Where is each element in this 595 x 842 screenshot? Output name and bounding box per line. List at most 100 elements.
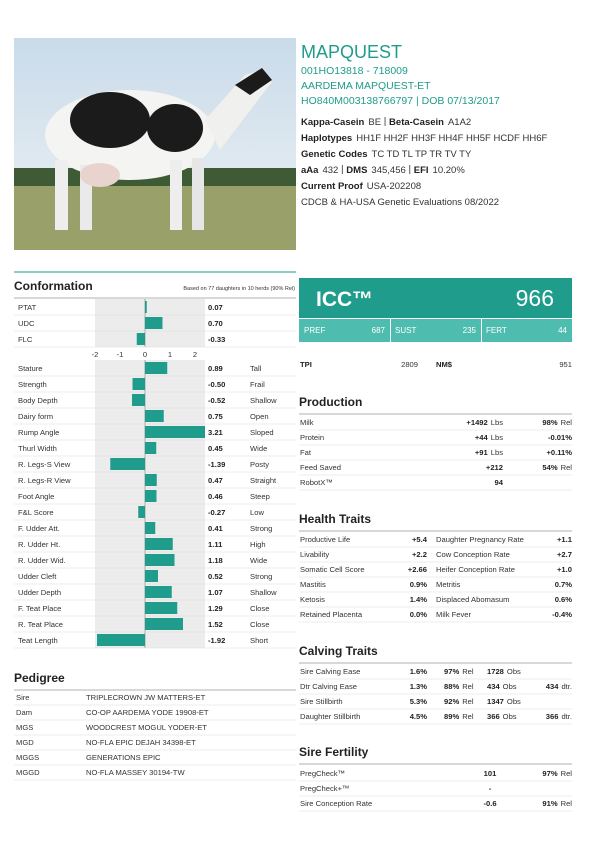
detail-label: Haplotypes bbox=[301, 133, 352, 144]
bar bbox=[145, 522, 156, 534]
trait-value: 101 bbox=[484, 769, 497, 778]
trait-name: R. Udder Ht. bbox=[18, 540, 60, 549]
bar bbox=[145, 426, 205, 438]
subindex-value: 235 bbox=[463, 326, 477, 335]
trait-name: Fat bbox=[300, 448, 312, 457]
trait-value: +212 bbox=[486, 463, 503, 472]
detail-label: aAa bbox=[301, 165, 319, 176]
trait-value: 0.75 bbox=[208, 412, 224, 421]
production-value: +1492 Lbs bbox=[466, 418, 503, 427]
trait-name: Rump Angle bbox=[18, 428, 59, 437]
bar bbox=[145, 317, 163, 329]
subindex-value: 44 bbox=[558, 326, 567, 335]
daughters: 366 dtr. bbox=[546, 712, 572, 721]
x-tick-label: 1 bbox=[168, 350, 172, 359]
unit: Obs bbox=[507, 667, 521, 676]
trait-description: Sloped bbox=[250, 428, 274, 437]
trait-description: Tall bbox=[250, 364, 262, 373]
detail-value: 345,456 bbox=[371, 165, 405, 176]
detail-label: Current Proof bbox=[301, 181, 364, 192]
trait-value: -0.52 bbox=[208, 396, 225, 405]
section-title: Sire Fertility bbox=[299, 745, 369, 759]
trait-value: 1.52 bbox=[208, 620, 223, 629]
trait-name: Foot Angle bbox=[18, 492, 54, 501]
trait-name: Displaced Abomasum bbox=[436, 595, 509, 604]
trait-description: Strong bbox=[250, 524, 272, 533]
subindex-cell bbox=[299, 319, 390, 342]
bar bbox=[145, 490, 157, 502]
trait-name: F. Teat Place bbox=[18, 604, 61, 613]
extra-value: 54% bbox=[542, 463, 557, 472]
trait-value: 0.07 bbox=[208, 303, 223, 312]
trait-value: 1.3% bbox=[410, 682, 428, 691]
rel-value: 91% bbox=[542, 799, 557, 808]
subindex-label: PREF bbox=[304, 326, 325, 335]
trait-value: -1.39 bbox=[208, 460, 225, 469]
section-title: Pedigree bbox=[14, 671, 65, 685]
trait-name: Stature bbox=[18, 364, 42, 373]
trait-name: Sire Calving Ease bbox=[300, 667, 360, 676]
reliability: 97% Rel bbox=[542, 769, 572, 778]
trait-name: Somatic Cell Score bbox=[300, 565, 365, 574]
bar bbox=[145, 586, 172, 598]
bar bbox=[145, 442, 157, 454]
subindex-cell bbox=[482, 319, 572, 342]
rel-value: 89% bbox=[444, 712, 459, 721]
trait-value: 1.07 bbox=[208, 588, 223, 597]
trait-name: Daughter Stillbirth bbox=[300, 712, 360, 721]
x-tick-label: 0 bbox=[143, 350, 147, 359]
trait-value: -0.6 bbox=[483, 799, 496, 808]
evaluation-note: CDCB & HA-USA Genetic Evaluations 08/202… bbox=[301, 197, 499, 208]
trait-value: +44 bbox=[475, 433, 489, 442]
trait-description: Open bbox=[250, 412, 269, 421]
trait-value: 1.18 bbox=[208, 556, 223, 565]
trait-name: F. Udder Att. bbox=[18, 524, 60, 533]
trait-value: 94 bbox=[495, 478, 504, 487]
reliability: 89% Rel bbox=[444, 712, 474, 721]
trait-name: RobotX™ bbox=[300, 478, 333, 487]
trait-name: Protein bbox=[300, 433, 324, 442]
bar bbox=[145, 474, 157, 486]
production-extra: -0.01% bbox=[548, 433, 572, 442]
trait-name: R. Udder Wid. bbox=[18, 556, 66, 565]
reliability: 97% Rel bbox=[444, 667, 474, 676]
detail-value: 10.20% bbox=[433, 165, 466, 176]
trait-value: - bbox=[489, 784, 492, 793]
observations: 1728 Obs bbox=[487, 667, 521, 676]
trait-name: PTAT bbox=[18, 303, 37, 312]
detail-value: USA-202208 bbox=[367, 181, 421, 192]
subindex-label: FERT bbox=[486, 326, 507, 335]
trait-name: Productive Life bbox=[300, 535, 350, 544]
trait-value: +91 bbox=[475, 448, 489, 457]
detail-value: A1A2 bbox=[448, 117, 471, 128]
relation: MGGS bbox=[16, 753, 39, 762]
unit: dtr. bbox=[561, 682, 572, 691]
relation: Dam bbox=[16, 708, 32, 717]
trait-description: Close bbox=[250, 620, 269, 629]
trait-value: -0.50 bbox=[208, 380, 225, 389]
section-title: Conformation bbox=[14, 279, 93, 293]
bar bbox=[110, 458, 145, 470]
production-value: +212 bbox=[486, 463, 503, 472]
bar bbox=[138, 506, 145, 518]
trait-name: Dtr Calving Ease bbox=[300, 682, 357, 691]
subindex-value: 687 bbox=[372, 326, 386, 335]
trait-value: +1.1 bbox=[557, 535, 573, 544]
ancestor-name: WOODCREST MOGUL YODER-ET bbox=[86, 723, 207, 732]
obs-value: 1347 bbox=[487, 697, 504, 706]
section-title: Health Traits bbox=[299, 512, 371, 526]
index-value: 951 bbox=[559, 360, 572, 369]
trait-value: +2.7 bbox=[557, 550, 572, 559]
trait-value: +2.66 bbox=[408, 565, 427, 574]
unit: Obs bbox=[507, 697, 521, 706]
unit: Rel bbox=[462, 667, 474, 676]
relation: MGS bbox=[16, 723, 33, 732]
bar bbox=[145, 570, 158, 582]
conformation-note: Based on 77 daughters in 10 herds (90% R… bbox=[183, 286, 295, 292]
sire-ids: 001HO13818 - 718009 bbox=[301, 65, 408, 77]
registration: HO840M003138766797 | DOB 07/13/2017 bbox=[301, 95, 500, 107]
index-value: 2809 bbox=[401, 360, 418, 369]
icc-box bbox=[299, 278, 572, 318]
trait-value: -0.4% bbox=[552, 610, 572, 619]
